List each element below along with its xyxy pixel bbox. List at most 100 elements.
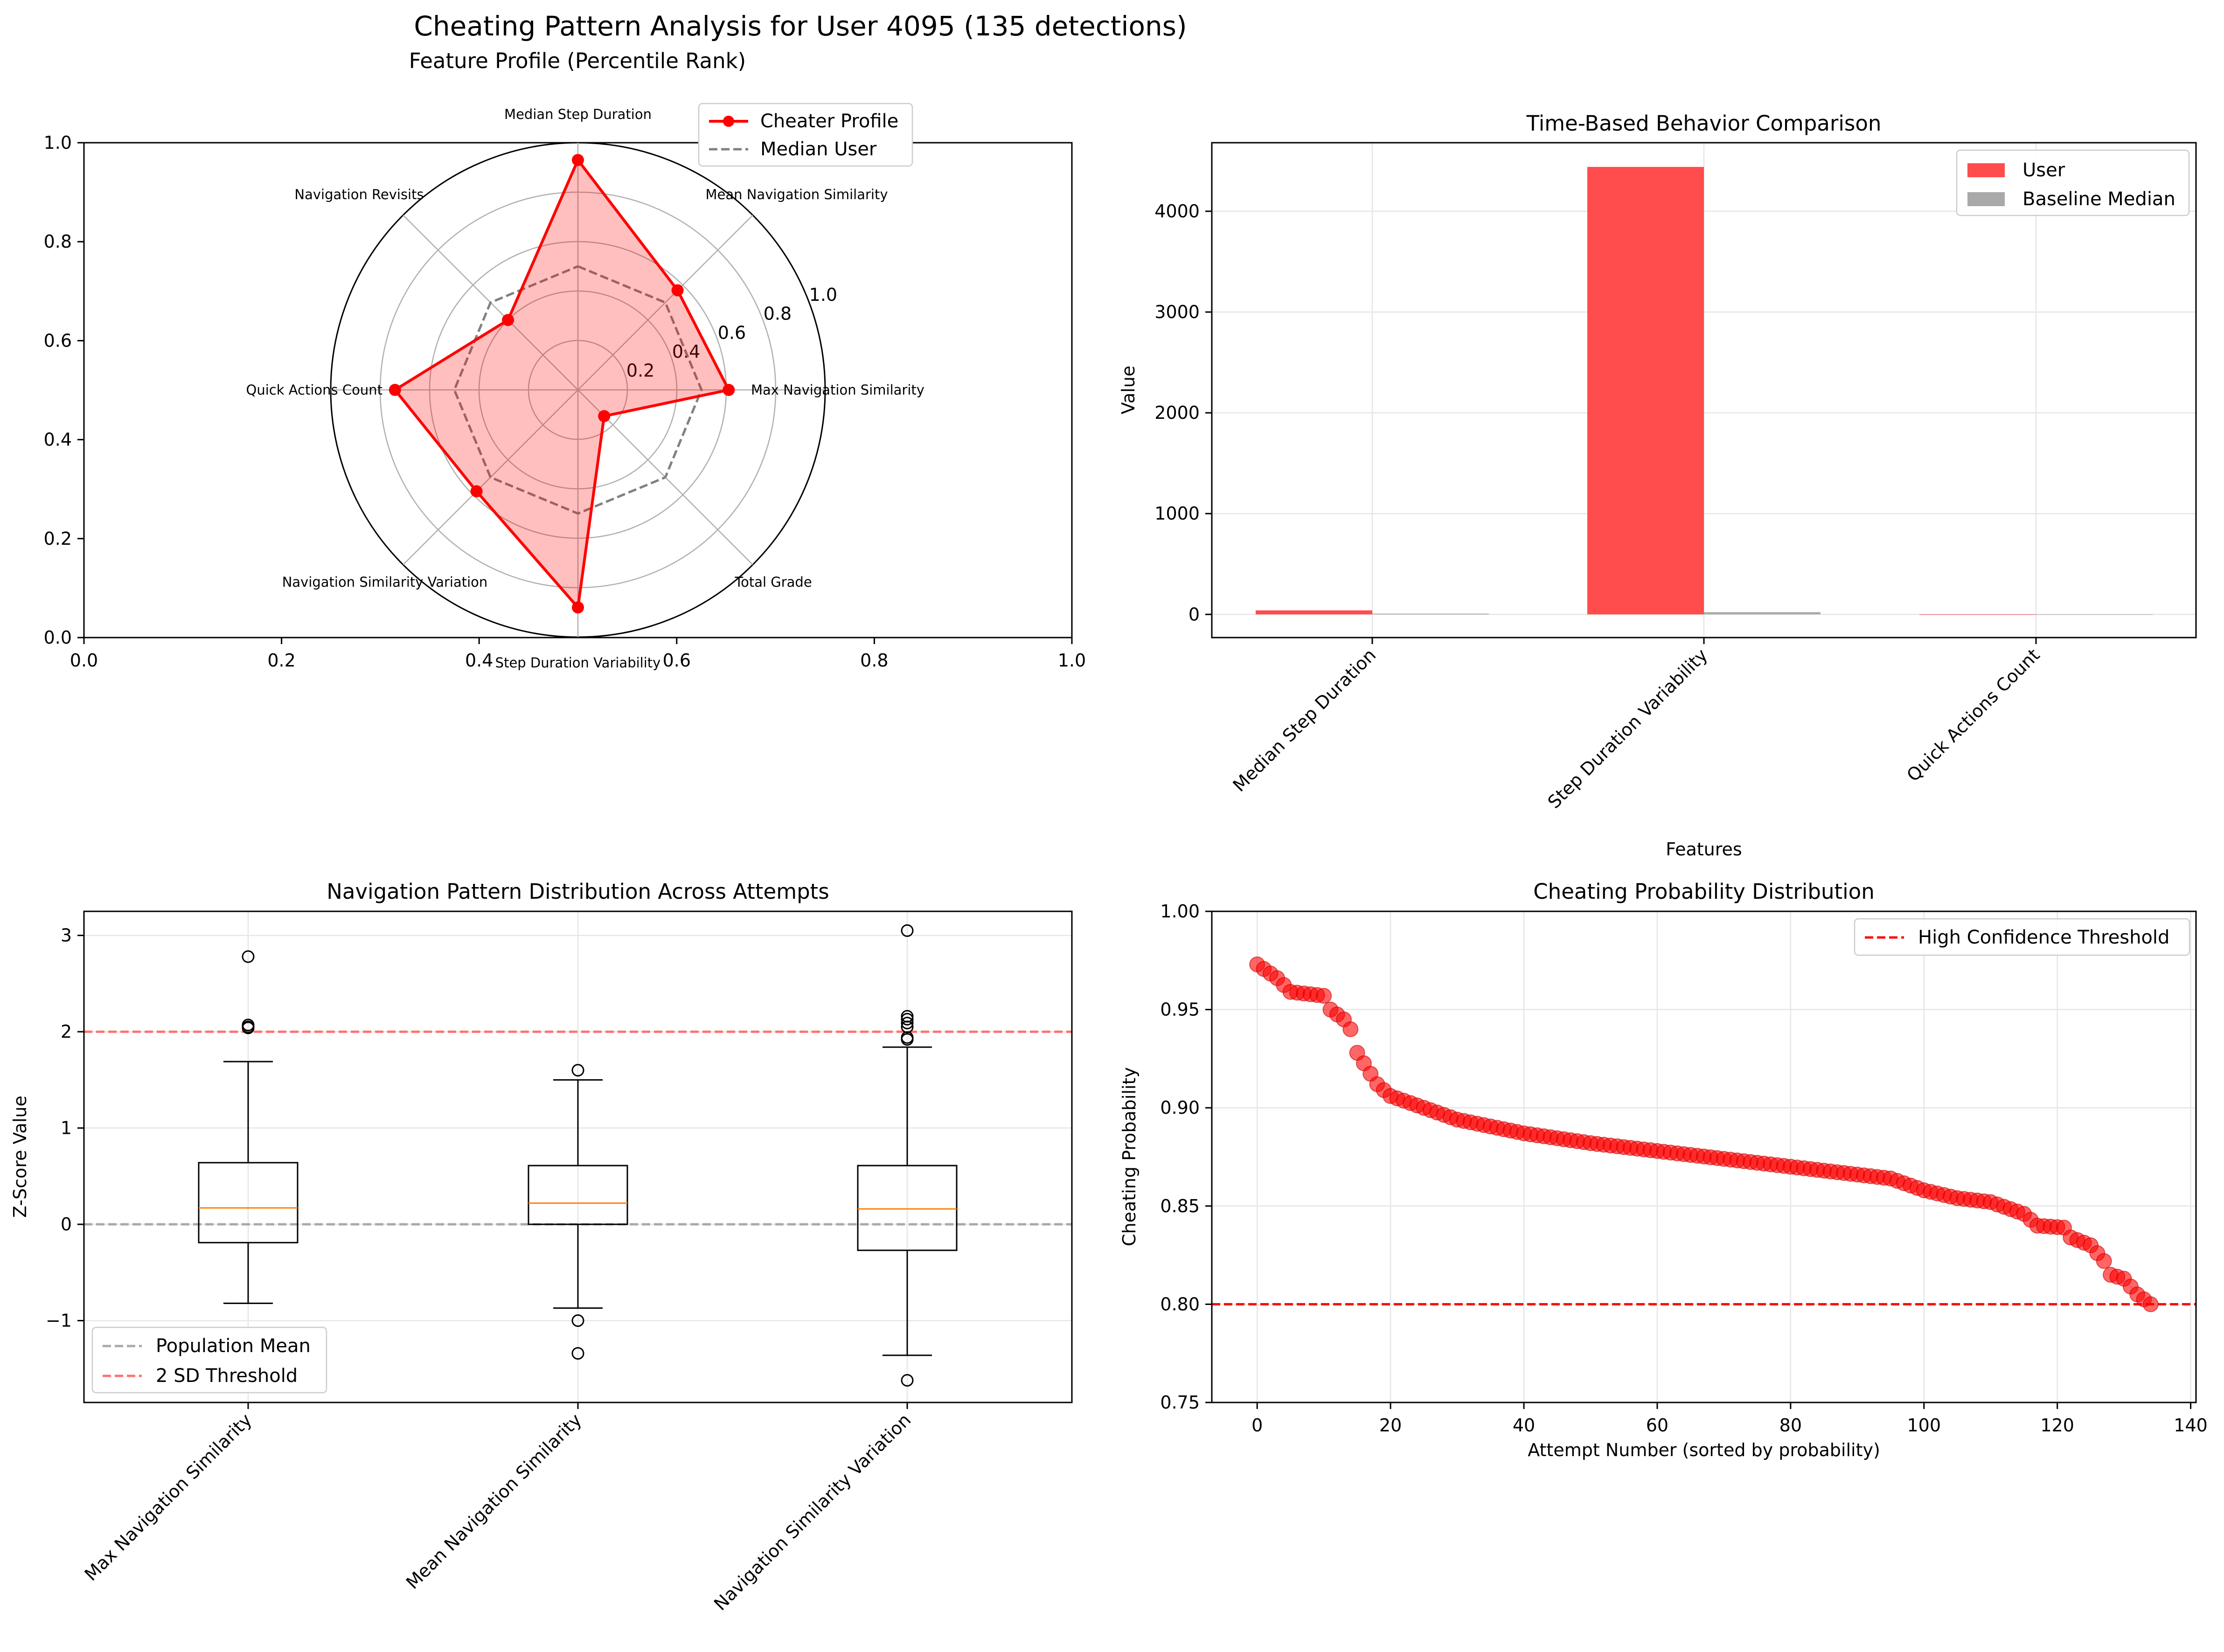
y-tick-label: 0.4 (44, 430, 72, 450)
cheater-profile-point (470, 485, 483, 498)
angular-gridline (577, 215, 753, 390)
axis-label: Mean Navigation Similarity (706, 187, 888, 202)
outlier (571, 1347, 584, 1360)
chart-title: Cheating Probability Distribution (1533, 879, 1874, 904)
x-axis-label: Attempt Number (sorted by probability) (1528, 1440, 1880, 1460)
box (198, 1162, 299, 1243)
legend-swatch-baseline (1967, 192, 2005, 206)
chart-title: Feature Profile (Percentile Rank) (409, 49, 746, 73)
outlier (901, 1017, 914, 1030)
legend-marker-cheater (723, 116, 734, 127)
figure-title: Cheating Pattern Analysis for User 4095 … (414, 10, 1187, 42)
legend-label: Median User (760, 139, 877, 160)
y-tick-label: 0.8 (44, 231, 72, 252)
y-axis-label: Cheating Probability (1119, 1067, 1140, 1246)
x-axis-label: Features (1666, 839, 1742, 860)
y-tick-label: −1 (46, 1311, 72, 1331)
y-tick-label: 0.95 (1160, 1000, 1200, 1020)
outlier (242, 950, 255, 963)
legend: High Confidence Threshold (1854, 918, 2190, 956)
outlier (571, 1314, 584, 1327)
bar (1256, 610, 1372, 615)
bar (1372, 613, 1489, 615)
legend: User Baseline Median (1956, 149, 2190, 216)
legend-label: High Confidence Threshold (1918, 927, 2169, 948)
legend: Cheater Profile Median User (698, 103, 913, 167)
y-tick-label: 0.0 (44, 627, 72, 648)
y-tick-label: 0.6 (44, 330, 72, 351)
bar (2036, 614, 2153, 615)
outlier (571, 1064, 584, 1077)
legend-swatch-user (1967, 163, 2005, 177)
legend-label: User (2022, 160, 2065, 181)
outlier (901, 1013, 914, 1026)
y-tick-label: 0.85 (1160, 1196, 1200, 1216)
cheater-profile-point (598, 410, 611, 423)
axis-label: Quick Actions Count (246, 382, 383, 398)
y-tick-label: 1.0 (44, 132, 72, 153)
outlier (242, 1021, 255, 1034)
axis-label: Navigation Similarity Variation (282, 574, 488, 590)
y-tick-label: 3000 (1154, 302, 1200, 322)
cheater-profile-point (502, 314, 514, 326)
x-tick-label: 80 (1779, 1415, 1802, 1436)
axis-label: Max Navigation Similarity (751, 382, 924, 398)
chart-title: Time-Based Behavior Comparison (1526, 111, 1882, 136)
y-tick-label: 0.2 (44, 528, 72, 549)
cheater-profile-point (723, 384, 735, 396)
y-tick-label: 1000 (1154, 503, 1200, 524)
x-tick-label: 20 (1379, 1415, 1402, 1436)
bar (1587, 167, 1704, 615)
radar-panel: 0.0 0.2 0.4 0.6 0.8 1.0 0.0 0.2 0.4 0.6 0.8 1.0 Feat… (44, 49, 1086, 671)
y-axis-label: Value (1118, 366, 1139, 414)
x-tick-label: 60 (1646, 1415, 1668, 1436)
y-tick-label: 4000 (1154, 201, 1200, 222)
legend: Population Mean 2 SD Threshold (91, 1326, 327, 1394)
y-tick-label: 0.80 (1160, 1294, 1200, 1314)
radial-tick-label: 1.0 (809, 285, 837, 305)
axes-frame (1211, 910, 2197, 1403)
radial-tick-label: 0.2 (626, 360, 654, 381)
y-tick-label: 3 (61, 925, 72, 946)
legend-box (698, 103, 913, 167)
legend-box (1956, 149, 2190, 216)
box (857, 1165, 958, 1251)
data-point (2096, 1253, 2112, 1269)
bar (1919, 614, 2036, 615)
cheater-profile-point (572, 601, 584, 614)
box-2 (528, 1064, 628, 1360)
y-tick-label: 1.00 (1160, 901, 1200, 922)
x-tick-label: 40 (1513, 1415, 1535, 1436)
outlier (901, 1374, 914, 1387)
outlier (901, 1033, 914, 1046)
y-tick-label: 2000 (1154, 403, 1200, 423)
y-tick-label: 1 (61, 1118, 72, 1138)
box-3 (857, 924, 958, 1387)
y-tick-label: 0.75 (1160, 1392, 1200, 1413)
y-tick-label: 0 (1188, 604, 1200, 625)
legend-label: Baseline Median (2022, 188, 2175, 210)
cheater-profile-point (389, 384, 401, 396)
y-tick-label: 0 (61, 1214, 72, 1235)
axis-label: Total Grade (734, 574, 812, 590)
chart-title: Navigation Pattern Distribution Across A… (327, 879, 829, 904)
cheater-profile-fill (395, 160, 729, 608)
scatter-panel: 0 20 40 60 80 100 120 140 0.75 0.80 0.85 0.90 0.95 1.… (1119, 879, 2208, 1460)
data-point (1342, 1021, 1359, 1037)
x-tick-label: 0.8 (860, 650, 888, 671)
data-point (2142, 1296, 2159, 1312)
axis-label: Median Step Duration (504, 106, 652, 122)
legend-label: Cheater Profile (760, 111, 898, 132)
cheater-profile-point (671, 284, 684, 297)
y-tick-label: 0.90 (1160, 1097, 1200, 1118)
x-tick-label: 0.0 (70, 650, 98, 671)
box-1 (198, 950, 299, 1304)
outlier (901, 924, 914, 937)
x-tick-label: 0 (1251, 1415, 1263, 1436)
x-tick-label: 120 (2040, 1415, 2074, 1436)
y-tick-label: 2 (61, 1021, 72, 1042)
bar (1704, 612, 1821, 615)
x-tick-label: 0.4 (465, 650, 493, 671)
x-tick-label: 0.6 (663, 650, 691, 671)
